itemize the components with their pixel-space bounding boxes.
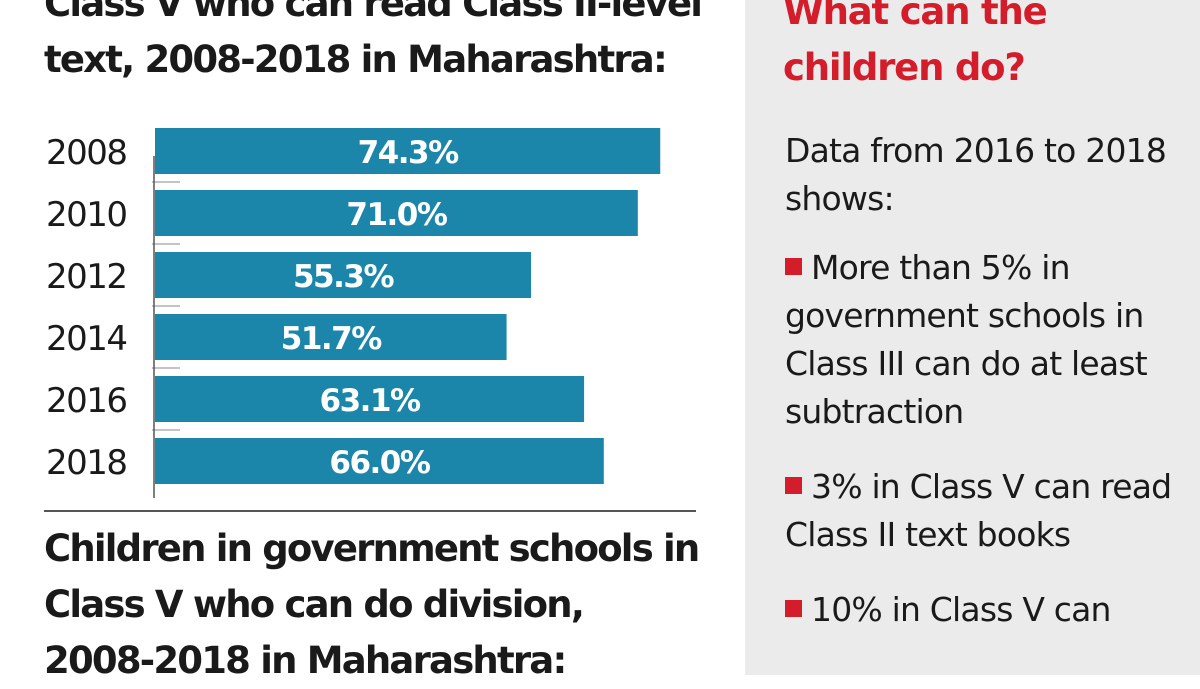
bar-value-label: 55.3% [293,259,394,295]
bar-value-label: 51.7% [281,321,382,357]
bar [155,128,661,174]
sidebar-panel [745,0,1200,675]
bar-value-label: 74.3% [358,135,459,171]
sidebar-intro: Data from 2016 to 2018 shows: [785,131,1167,218]
bar-value-label: 71.0% [346,197,447,233]
bar [155,314,507,360]
second-chart-title-line: Children in government schools in [44,527,700,570]
category-label: 2010 [46,195,127,235]
category-label: 2016 [46,381,127,421]
sidebar-bullet-text: 3% in Class V can read Class II text boo… [785,467,1172,554]
category-label: 2014 [46,319,127,359]
bar [155,190,638,236]
bar-value-label: 63.1% [320,383,421,419]
chart-title-line: Class V who can read Class II-level [44,0,703,25]
second-chart-title: Children in government schools in Class … [44,521,700,689]
bar [155,252,532,298]
bullet-square-icon [785,600,802,617]
category-label: 2012 [46,257,127,297]
category-label: 2008 [46,133,127,173]
sidebar-bullet: 3% in Class V can read Class II text boo… [785,463,1185,559]
sidebar-title: What can the children do? [783,0,1048,89]
sidebar-bullet-list: More than 5% in government schools in Cl… [785,244,1185,661]
bullet-square-icon [785,258,802,275]
bar-value-label: 66.0% [329,445,430,481]
bar-chart-reading: 2008 74.3% 2010 71.0% 2012 55.3% 2014 51.7% 2016… [46,128,661,498]
bar [155,376,585,422]
second-chart-title-line: 2008-2018 in Maharashtra: [44,639,567,682]
bar [155,438,604,484]
sidebar-bullet: 10% in Class V can [785,586,1185,634]
second-chart-title-line: Class V who can do division, [44,583,585,626]
chart-title: Class V who can read Class II-level text… [44,0,703,88]
sidebar-bullet: More than 5% in government schools in Cl… [785,244,1185,436]
section-divider [44,510,696,512]
sidebar-bullet-text: 10% in Class V can [811,590,1111,629]
category-label: 2018 [46,443,127,483]
bullet-square-icon [785,477,802,494]
chart-title-line: text, 2008-2018 in Maharashtra: [44,38,668,81]
sidebar-bullet-text: More than 5% in government schools in Cl… [785,248,1148,431]
